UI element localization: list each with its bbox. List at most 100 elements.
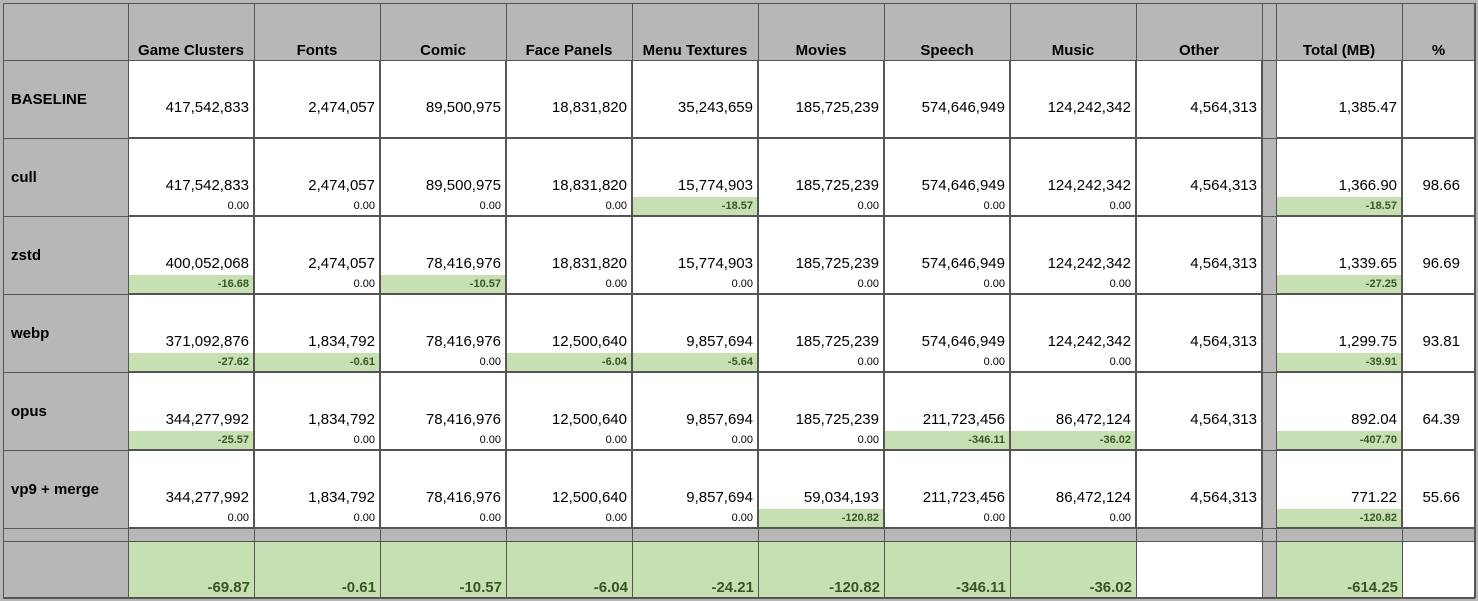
summary-cell[interactable]: -24.21 (632, 541, 758, 598)
summary-cell[interactable]: -6.04 (506, 541, 632, 598)
total-cell[interactable]: 1,385.47 (1276, 60, 1402, 138)
table-cell[interactable]: 211,723,456 0.00 (884, 450, 1010, 528)
column-header-face-panels[interactable]: Face Panels (525, 42, 613, 59)
table-cell[interactable]: 185,725,239 0.00 (758, 216, 884, 294)
percent-cell[interactable]: 64.39 (1402, 372, 1475, 450)
table-cell[interactable]: 86,472,124 -36.02 (1010, 372, 1136, 450)
column-header-game-clusters[interactable]: Game Clusters (138, 42, 244, 59)
table-cell[interactable]: 124,242,342 0.00 (1010, 216, 1136, 294)
grid-line-vertical (1276, 3, 1277, 598)
percent-cell[interactable]: 55.66 (1402, 450, 1475, 528)
summary-cell[interactable]: -120.82 (758, 541, 884, 598)
table-cell[interactable]: 12,500,640 0.00 (506, 372, 632, 450)
table-cell[interactable]: 15,774,903 0.00 (632, 216, 758, 294)
table-cell[interactable]: 185,725,239 (758, 60, 884, 138)
table-cell[interactable]: 89,500,975 (380, 60, 506, 138)
table-cell[interactable]: 4,564,313 (1136, 294, 1262, 372)
table-cell[interactable]: 574,646,949 0.00 (884, 138, 1010, 216)
row-header-baseline[interactable]: BASELINE (11, 90, 87, 108)
table-cell[interactable]: 4,564,313 (1136, 60, 1262, 138)
table-cell[interactable]: 86,472,124 0.00 (1010, 450, 1136, 528)
table-cell[interactable]: 574,646,949 0.00 (884, 216, 1010, 294)
table-cell[interactable]: 344,277,992 -25.57 (128, 372, 254, 450)
column-header-other[interactable]: Other (1178, 42, 1219, 59)
table-cell[interactable]: 185,725,239 0.00 (758, 372, 884, 450)
table-cell[interactable]: 574,646,949 (884, 60, 1010, 138)
table-cell[interactable]: 9,857,694 0.00 (632, 372, 758, 450)
grid-line-vertical (1136, 3, 1137, 598)
table-cell[interactable]: 12,500,640 -6.04 (506, 294, 632, 372)
table-cell[interactable]: 12,500,640 0.00 (506, 450, 632, 528)
table-cell[interactable]: 211,723,456 -346.11 (884, 372, 1010, 450)
total-cell[interactable]: 771.22 -120.82 (1276, 450, 1402, 528)
table-cell[interactable]: 344,277,992 0.00 (128, 450, 254, 528)
table-cell[interactable]: 35,243,659 (632, 60, 758, 138)
percent-cell[interactable]: 96.69 (1402, 216, 1475, 294)
table-cell[interactable]: 2,474,057 0.00 (254, 138, 380, 216)
column-header-fonts[interactable]: Fonts (296, 42, 338, 59)
row-header-webp[interactable]: webp (11, 324, 50, 342)
table-cell[interactable]: 78,416,976 0.00 (380, 294, 506, 372)
summary-cell[interactable]: -69.87 (128, 541, 254, 598)
table-cell[interactable]: 124,242,342 (1010, 60, 1136, 138)
table-cell[interactable]: 417,542,833 0.00 (128, 138, 254, 216)
table-cell[interactable]: 89,500,975 0.00 (380, 138, 506, 216)
row-header-cull[interactable]: cull (11, 168, 37, 186)
table-cell[interactable]: 185,725,239 0.00 (758, 138, 884, 216)
percent-value: 98.66 (1422, 177, 1460, 194)
table-cell[interactable]: 574,646,949 0.00 (884, 294, 1010, 372)
table-cell[interactable]: 15,774,903 -18.57 (632, 138, 758, 216)
table-cell[interactable]: 124,242,342 0.00 (1010, 138, 1136, 216)
table-cell[interactable]: 9,857,694 0.00 (632, 450, 758, 528)
table-cell[interactable]: 59,034,193 -120.82 (758, 450, 884, 528)
cell-delta: 0.00 (857, 356, 879, 368)
table-cell[interactable]: 78,416,976 0.00 (380, 450, 506, 528)
table-cell[interactable]: 9,857,694 -5.64 (632, 294, 758, 372)
table-cell[interactable]: 1,834,792 -0.61 (254, 294, 380, 372)
summary-total-cell[interactable]: -614.25 (1276, 541, 1402, 598)
total-cell[interactable]: 892.04 -407.70 (1276, 372, 1402, 450)
column-header-music[interactable]: Music (1051, 42, 1095, 59)
row-header-vp9-merge[interactable]: vp9 + merge (11, 480, 99, 498)
summary-percent-cell[interactable] (1402, 541, 1475, 598)
percent-cell[interactable] (1402, 60, 1475, 138)
table-cell[interactable]: 1,834,792 0.00 (254, 450, 380, 528)
column-header-total-mb[interactable]: Total (MB) (1302, 42, 1376, 59)
summary-cell[interactable]: -36.02 (1010, 541, 1136, 598)
table-cell[interactable]: 185,725,239 0.00 (758, 294, 884, 372)
percent-cell[interactable]: 93.81 (1402, 294, 1475, 372)
table-cell[interactable]: 78,416,976 0.00 (380, 372, 506, 450)
table-cell[interactable]: 1,834,792 0.00 (254, 372, 380, 450)
table-cell[interactable]: 124,242,342 0.00 (1010, 294, 1136, 372)
table-cell[interactable]: 400,052,068 -16.68 (128, 216, 254, 294)
table-cell[interactable]: 18,831,820 0.00 (506, 216, 632, 294)
row-header-zstd[interactable]: zstd (11, 246, 41, 264)
table-cell[interactable]: 18,831,820 (506, 60, 632, 138)
table-cell[interactable]: 4,564,313 (1136, 138, 1262, 216)
summary-cell[interactable]: -0.61 (254, 541, 380, 598)
table-cell[interactable]: 371,092,876 -27.62 (128, 294, 254, 372)
summary-cell[interactable]: -10.57 (380, 541, 506, 598)
column-header-percent[interactable]: % (1431, 42, 1446, 59)
column-header-speech[interactable]: Speech (920, 42, 974, 59)
summary-cell[interactable] (1136, 541, 1262, 598)
table-cell[interactable]: 2,474,057 (254, 60, 380, 138)
column-header-movies[interactable]: Movies (795, 42, 847, 59)
total-value: 1,385.47 (1338, 99, 1397, 116)
table-cell[interactable]: 4,564,313 (1136, 450, 1262, 528)
percent-cell[interactable]: 98.66 (1402, 138, 1475, 216)
table-cell[interactable]: 417,542,833 (128, 60, 254, 138)
table-cell[interactable]: 4,564,313 (1136, 216, 1262, 294)
row-header-opus[interactable]: opus (11, 402, 47, 420)
column-header-menu-textures[interactable]: Menu Textures (642, 42, 748, 59)
table-cell[interactable]: 18,831,820 0.00 (506, 138, 632, 216)
cell-value: 4,564,313 (1190, 99, 1257, 116)
column-header-comic[interactable]: Comic (420, 42, 466, 59)
total-cell[interactable]: 1,299.75 -39.91 (1276, 294, 1402, 372)
total-cell[interactable]: 1,366.90 -18.57 (1276, 138, 1402, 216)
summary-cell[interactable]: -346.11 (884, 541, 1010, 598)
table-cell[interactable]: 4,564,313 (1136, 372, 1262, 450)
table-cell[interactable]: 78,416,976 -10.57 (380, 216, 506, 294)
table-cell[interactable]: 2,474,057 0.00 (254, 216, 380, 294)
total-cell[interactable]: 1,339.65 -27.25 (1276, 216, 1402, 294)
